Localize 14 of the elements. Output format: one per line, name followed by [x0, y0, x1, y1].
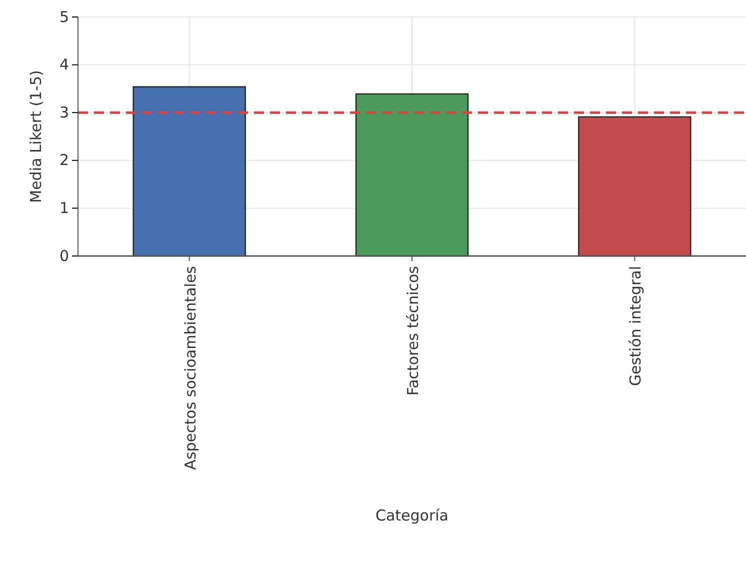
x-tick-label: Factores técnicos	[404, 266, 422, 396]
x-axis-title: Categoría	[375, 506, 449, 524]
y-tick-label: 2	[59, 151, 69, 170]
bar	[132, 86, 246, 257]
y-tick-label: 1	[59, 199, 69, 217]
bar	[578, 116, 692, 257]
y-tick-label: 0	[59, 246, 69, 265]
x-tick-label: Aspectos socioambientales	[181, 266, 200, 470]
y-tick-label: 5	[59, 8, 69, 26]
y-tick-label: 4	[59, 56, 69, 74]
x-tick-label: Gestión integral	[626, 266, 645, 386]
y-axis-title: Media Likert (1-5)	[27, 70, 45, 203]
bar	[355, 93, 469, 257]
y-tick-label: 3	[59, 103, 69, 122]
